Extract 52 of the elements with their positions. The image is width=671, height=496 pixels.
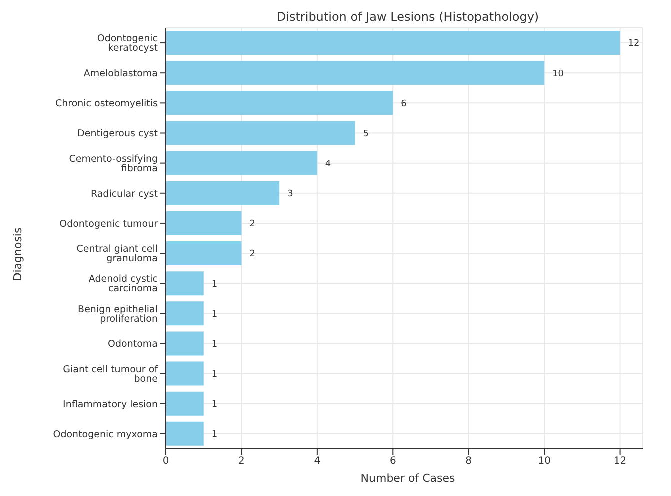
x-axis-title: Number of Cases: [360, 472, 456, 485]
y-tick-label: Ameloblastoma: [84, 68, 158, 80]
chart-title: Distribution of Jaw Lesions (Histopathology): [276, 10, 540, 24]
data-label: 6: [401, 99, 408, 110]
bar: [166, 362, 204, 386]
data-label: 1: [212, 370, 218, 380]
data-label: 2: [250, 250, 256, 260]
data-label: 2: [250, 220, 256, 230]
data-label: 10: [552, 69, 564, 80]
bar: [166, 302, 204, 326]
bar: [166, 151, 318, 176]
data-label: 1: [212, 340, 218, 350]
x-tick-label: 2: [238, 456, 245, 468]
y-tick-label: Adenoid cystic carcinoma: [88, 274, 158, 295]
x-tick-label: 6: [390, 456, 396, 468]
x-tick-label: 4: [314, 456, 321, 468]
y-tick-label: Odontogenic myxoma: [53, 429, 158, 440]
bar: [166, 91, 394, 116]
y-tick-label: Inflammatory lesion: [63, 399, 158, 410]
y-tick-label: Odontoma: [108, 339, 158, 350]
x-tick-label: 10: [538, 456, 551, 468]
bar: [166, 242, 242, 266]
y-tick-label: Cemento-ossifying fibroma: [69, 154, 158, 174]
data-label: 12: [628, 39, 640, 50]
x-tick-label: 0: [162, 456, 170, 468]
y-tick-label: Chronic osteomyelitis: [55, 98, 158, 110]
bar: [166, 332, 204, 356]
bar: [166, 392, 204, 416]
data-label: 1: [212, 430, 218, 440]
x-tick-label: 8: [466, 456, 472, 468]
y-tick-label: Giant cell tumour of bone: [63, 364, 159, 385]
bar: [166, 422, 204, 446]
data-label: 1: [212, 280, 218, 290]
bar: [166, 211, 242, 236]
bar: [166, 61, 545, 86]
bar: [166, 121, 356, 146]
y-tick-label: Radicular cyst: [90, 188, 158, 200]
y-axis-title: Diagnosis: [12, 226, 24, 284]
bar: [166, 272, 204, 296]
data-label: 4: [325, 159, 332, 170]
y-tick-label: Odontogenic tumour: [60, 218, 158, 230]
y-tick-label: Dentigerous cyst: [78, 128, 158, 140]
y-tick-label: Benign epithelial proliferation: [78, 304, 158, 325]
data-label: 3: [288, 190, 294, 200]
y-tick-label: Odontogenic keratocyst: [97, 34, 158, 54]
data-label: 1: [212, 400, 218, 410]
x-tick-label: 12: [614, 456, 627, 468]
y-tick-label: Central giant cell granuloma: [76, 244, 158, 265]
bar: [166, 31, 620, 55]
bar: [166, 181, 280, 206]
data-label: 5: [363, 129, 370, 140]
data-label: 1: [212, 310, 218, 320]
